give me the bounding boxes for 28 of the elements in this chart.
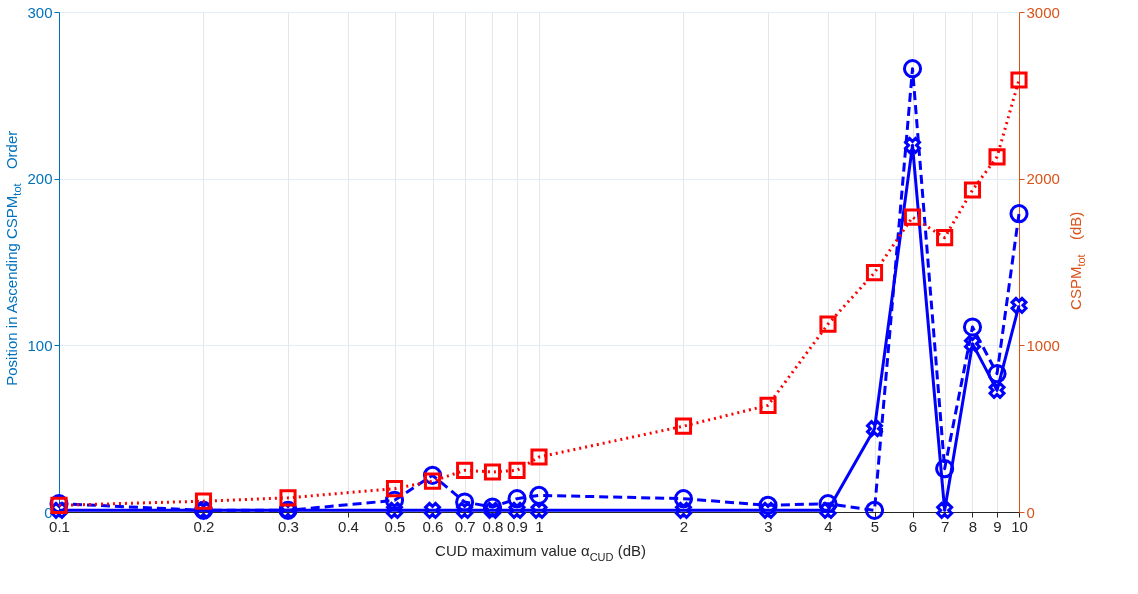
y2-tick-label: 1000 <box>1026 336 1060 354</box>
x-tick-label: 9 <box>993 517 1002 535</box>
x-tick-label: 6 <box>908 517 918 535</box>
x-tick-label: 0.3 <box>278 517 299 535</box>
x-tick-label: 0.5 <box>384 517 406 535</box>
x-tick-label: 2 <box>679 517 689 535</box>
text: Position in Ascending CSPMtot Order <box>3 130 23 386</box>
y-tick-label: 200 <box>27 170 53 188</box>
x-tick-label: 5 <box>870 517 880 535</box>
x-tick-label: 0.7 <box>454 517 476 535</box>
x-tick-label: 0.9 <box>507 517 528 535</box>
x-tick-label: 0.1 <box>49 517 70 535</box>
x-tick-label: 0.8 <box>482 517 504 535</box>
x-tick-label: 10 <box>1011 517 1028 535</box>
y2-tick-label: 2000 <box>1026 170 1060 188</box>
x-tick-label: 8 <box>968 517 978 535</box>
y-tick-label: 100 <box>27 336 53 354</box>
x-tick-label: 0.2 <box>193 517 215 535</box>
x-tick-label: 0.4 <box>338 517 359 535</box>
text: CSPMtot (dB) <box>1067 211 1087 310</box>
x-tick-label: 4 <box>824 517 833 535</box>
y-tick-label: 300 <box>27 3 53 21</box>
x-tick-label: 7 <box>940 517 950 535</box>
x-tick-label: 0.6 <box>422 517 444 535</box>
y2-tick-label: 0 <box>1026 503 1035 521</box>
y2-tick-label: 3000 <box>1026 3 1060 21</box>
x-tick-label: 1 <box>535 517 544 535</box>
x-tick-label: 3 <box>764 517 773 535</box>
